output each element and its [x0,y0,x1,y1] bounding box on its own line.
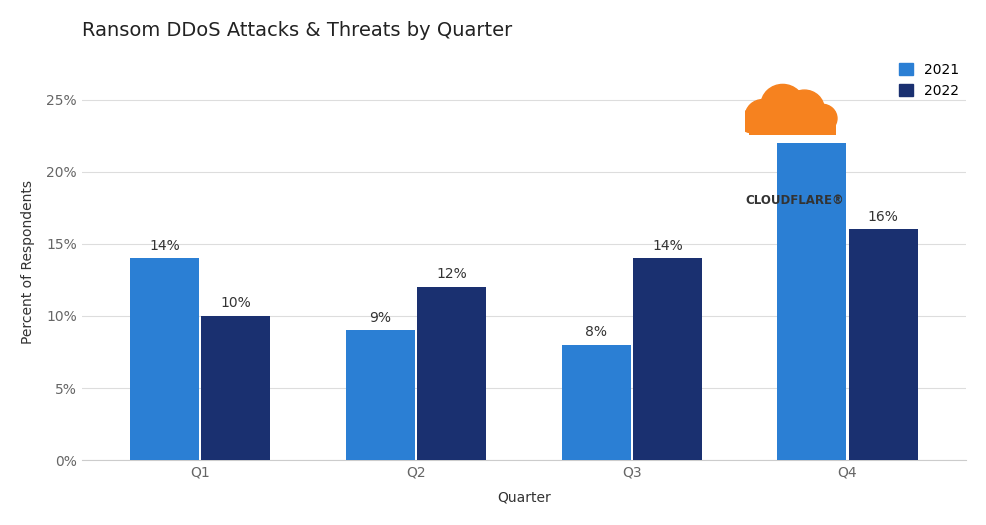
Y-axis label: Percent of Respondents: Percent of Respondents [21,180,35,344]
Bar [345,330,414,460]
Bar [632,258,701,460]
Text: 16%: 16% [867,209,897,224]
Circle shape [739,110,762,133]
Legend: 2021, 2022: 2021, 2022 [898,62,958,98]
Text: 14%: 14% [652,238,682,253]
Bar [748,112,835,135]
Bar [417,287,486,460]
Bar [201,316,270,460]
Circle shape [760,85,804,126]
Text: 22%: 22% [796,123,826,137]
Bar [777,143,846,460]
Bar [848,229,917,460]
Bar [130,258,199,460]
Circle shape [744,100,780,133]
Text: CLOUDFLARE®: CLOUDFLARE® [744,194,843,207]
Bar [561,345,630,460]
Text: 10%: 10% [220,296,251,310]
Text: 12%: 12% [436,267,466,281]
Text: Ransom DDoS Attacks & Threats by Quarter: Ransom DDoS Attacks & Threats by Quarter [82,21,512,40]
Text: 8%: 8% [585,325,606,339]
Text: 14%: 14% [149,238,179,253]
Circle shape [807,104,836,133]
X-axis label: Quarter: Quarter [497,490,550,504]
Circle shape [784,90,823,128]
Text: 9%: 9% [369,311,391,324]
